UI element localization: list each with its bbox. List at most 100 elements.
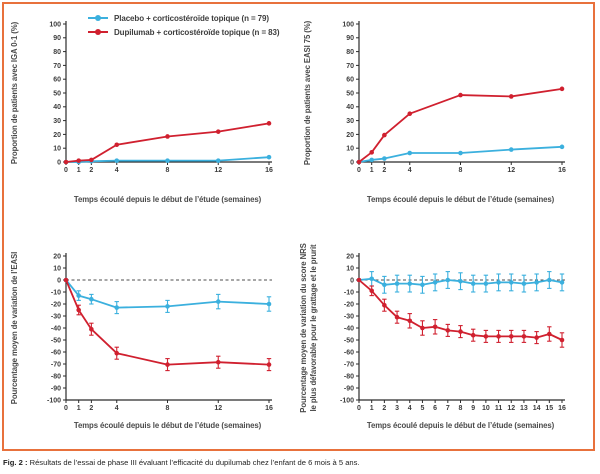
- svg-text:3: 3: [395, 405, 399, 412]
- svg-text:20: 20: [346, 253, 354, 260]
- svg-text:9: 9: [471, 405, 475, 412]
- svg-text:le plus défavorable pour le gr: le plus défavorable pour le grattage et …: [309, 244, 318, 412]
- svg-text:-40: -40: [51, 325, 61, 332]
- svg-text:Temps écoulé depuis le début d: Temps écoulé depuis le début de l’étude …: [74, 195, 262, 204]
- svg-text:12: 12: [507, 405, 515, 412]
- svg-text:20: 20: [53, 253, 61, 260]
- svg-text:80: 80: [53, 49, 61, 56]
- svg-text:6: 6: [433, 405, 437, 412]
- svg-text:0: 0: [357, 167, 361, 174]
- svg-text:-20: -20: [51, 301, 61, 308]
- svg-text:50: 50: [53, 90, 61, 97]
- svg-text:0: 0: [64, 167, 68, 174]
- svg-text:16: 16: [558, 167, 566, 174]
- series-placebo: [356, 271, 565, 294]
- svg-text:-90: -90: [344, 385, 354, 392]
- svg-text:12: 12: [214, 167, 222, 174]
- figure-2-panel: Placebo + corticostéroïde topique (n = 7…: [2, 2, 595, 451]
- svg-text:60: 60: [346, 77, 354, 84]
- placebo-dot-icon: [95, 14, 102, 22]
- series-placebo: [63, 277, 272, 315]
- svg-text:1: 1: [370, 405, 374, 412]
- series-dupilumab: [356, 277, 565, 348]
- svg-text:30: 30: [53, 118, 61, 125]
- svg-text:100: 100: [342, 21, 354, 28]
- svg-text:11: 11: [495, 405, 503, 412]
- svg-text:2: 2: [89, 167, 93, 174]
- svg-text:10: 10: [53, 265, 61, 272]
- svg-text:50: 50: [346, 90, 354, 97]
- svg-text:-20: -20: [344, 301, 354, 308]
- svg-text:90: 90: [346, 35, 354, 42]
- caption-text: Résultats de l’essai de phase III évalua…: [29, 458, 360, 467]
- svg-text:14: 14: [533, 405, 541, 412]
- svg-text:4: 4: [115, 405, 119, 412]
- svg-text:-10: -10: [51, 289, 61, 296]
- series-dupilumab: [356, 86, 565, 165]
- svg-text:0: 0: [357, 405, 361, 412]
- svg-text:Temps écoulé depuis le début d: Temps écoulé depuis le début de l’étude …: [74, 421, 262, 430]
- svg-text:40: 40: [53, 104, 61, 111]
- svg-text:10: 10: [482, 405, 490, 412]
- svg-text:0: 0: [57, 159, 61, 166]
- svg-text:0: 0: [57, 277, 61, 284]
- svg-text:16: 16: [265, 405, 273, 412]
- svg-text:8: 8: [459, 405, 463, 412]
- svg-text:100: 100: [49, 21, 61, 28]
- svg-text:Pourcentage moyen de variation: Pourcentage moyen de variation du score …: [299, 243, 308, 412]
- svg-text:15: 15: [545, 405, 553, 412]
- series-dupilumab: [63, 121, 272, 165]
- chart-easi-variation: -100 -90 -80 -70 -60 -50 -40 -30 -20 -10 0 10 20 0 1 2 4…: [6, 236, 298, 444]
- svg-text:8: 8: [459, 167, 463, 174]
- svg-text:60: 60: [53, 77, 61, 84]
- svg-text:4: 4: [115, 167, 119, 174]
- svg-text:10: 10: [53, 146, 61, 153]
- svg-text:-60: -60: [344, 349, 354, 356]
- svg-text:Temps écoulé depuis le début d: Temps écoulé depuis le début de l’étude …: [367, 421, 555, 430]
- placebo-line-marker: [88, 14, 108, 22]
- chart-iga-0-1: 0 10 20 30 40 50 60 70 80 90 100 0 1 2 4 8 12 16 Temps éco…: [6, 6, 298, 236]
- svg-text:-70: -70: [344, 361, 354, 368]
- series-placebo: [63, 154, 272, 165]
- svg-text:-30: -30: [51, 313, 61, 320]
- svg-text:0: 0: [64, 405, 68, 412]
- svg-text:2: 2: [382, 405, 386, 412]
- svg-text:-40: -40: [344, 325, 354, 332]
- svg-text:4: 4: [408, 405, 412, 412]
- svg-text:0: 0: [350, 159, 354, 166]
- svg-text:-90: -90: [51, 385, 61, 392]
- svg-text:1: 1: [77, 405, 81, 412]
- dupilumab-line-marker: [88, 28, 108, 36]
- chart-nrs-variation: -100 -90 -80 -70 -60 -50 -40 -30 -20 -10 0 10 20 0 1 2 3…: [299, 236, 591, 444]
- svg-text:13: 13: [520, 405, 528, 412]
- svg-text:2: 2: [382, 167, 386, 174]
- svg-text:16: 16: [558, 405, 566, 412]
- svg-text:10: 10: [346, 265, 354, 272]
- legend-label-placebo: Placebo + corticostéroïde topique (n = 7…: [114, 13, 269, 23]
- svg-text:12: 12: [507, 167, 515, 174]
- svg-text:1: 1: [370, 167, 374, 174]
- svg-text:-80: -80: [344, 373, 354, 380]
- svg-text:70: 70: [346, 63, 354, 70]
- svg-text:-50: -50: [344, 337, 354, 344]
- svg-text:10: 10: [346, 146, 354, 153]
- svg-text:Pourcentage moyen de variation: Pourcentage moyen de variation de l’EASI: [10, 252, 19, 404]
- svg-text:20: 20: [346, 132, 354, 139]
- svg-text:1: 1: [77, 167, 81, 174]
- svg-text:20: 20: [53, 132, 61, 139]
- svg-text:Proportion de patients avec EA: Proportion de patients avec EASI 75 (%): [303, 20, 312, 165]
- svg-text:90: 90: [53, 35, 61, 42]
- svg-text:-30: -30: [344, 313, 354, 320]
- svg-text:0: 0: [350, 277, 354, 284]
- svg-text:5: 5: [420, 405, 424, 412]
- chart-easi-75: 0 10 20 30 40 50 60 70 80 90 100 0 1 2 4 8 12 16 Temps éco…: [299, 6, 591, 236]
- svg-text:80: 80: [346, 49, 354, 56]
- svg-text:-80: -80: [51, 373, 61, 380]
- series-placebo: [356, 144, 565, 165]
- svg-text:30: 30: [346, 118, 354, 125]
- svg-text:Proportion de patients avec IG: Proportion de patients avec IGA 0-1 (%): [10, 21, 19, 164]
- svg-text:Temps écoulé depuis le début d: Temps écoulé depuis le début de l’étude …: [367, 195, 555, 204]
